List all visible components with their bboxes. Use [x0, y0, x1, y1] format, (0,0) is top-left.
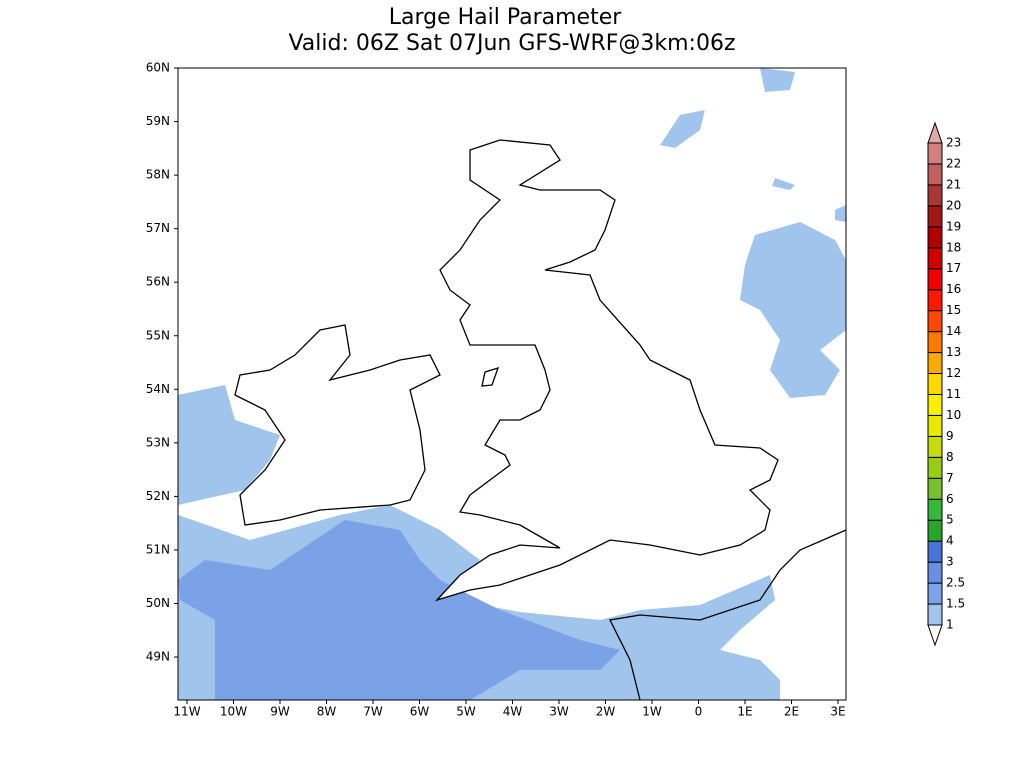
colorbar-over	[927, 121, 943, 144]
colorbar-label: 3	[946, 555, 954, 569]
colorbar-box	[927, 498, 943, 521]
longitude-label: 8W	[317, 705, 337, 719]
colorbar-label: 16	[946, 282, 961, 296]
colorbar-label: 1.5	[946, 597, 965, 611]
colorbar-box	[927, 268, 943, 291]
longitude-label: 1E	[737, 705, 752, 719]
shade-light	[740, 222, 846, 398]
colorbar-box	[927, 184, 943, 207]
map-area	[178, 68, 846, 700]
colorbar-label: 12	[946, 366, 961, 380]
longitude-label: 3W	[549, 705, 569, 719]
longitude-label: 6W	[410, 705, 430, 719]
longitude-label: 11W	[173, 705, 200, 719]
colorbar-label: 22	[946, 156, 961, 170]
longitude-label: 9W	[270, 705, 290, 719]
colorbar-box	[927, 331, 943, 354]
latitude-label: 55N	[146, 328, 170, 342]
colorbar-box	[927, 226, 943, 249]
colorbar-label: 13	[946, 345, 961, 359]
colorbar-box	[927, 373, 943, 395]
colorbar-label: 19	[946, 219, 961, 233]
longitude-label: 2E	[784, 705, 799, 719]
colorbar-box	[927, 310, 943, 333]
latitude-label: 57N	[146, 221, 170, 235]
colorbar-box	[927, 582, 943, 605]
longitude-label: 5W	[456, 705, 476, 719]
longitude-label: 1W	[642, 705, 662, 719]
latitude-label: 49N	[146, 650, 170, 664]
colorbar-box	[927, 435, 943, 458]
title-line: Large Hail Parameter	[389, 5, 623, 30]
colorbar-label: 1	[946, 618, 954, 632]
colorbar-label: 21	[946, 177, 961, 191]
colorbar-label: 14	[946, 324, 961, 338]
latitude-label: 53N	[146, 435, 170, 449]
shade-medium	[178, 520, 620, 700]
longitude-label: 3E	[830, 705, 845, 719]
colorbar-box	[927, 142, 943, 165]
latitude-label: 56N	[146, 275, 170, 289]
latitude-label: 51N	[146, 542, 170, 556]
colorbar-box	[927, 289, 943, 312]
colorbar-label: 2.5	[946, 576, 965, 590]
colorbar-box	[927, 456, 943, 479]
title-line: Valid: 06Z Sat 07Jun GFS-WRF@3km:06z	[288, 31, 735, 56]
latitude-label: 60N	[146, 61, 170, 75]
colorbar-label: 7	[946, 471, 954, 485]
colorbar-label: 9	[946, 429, 954, 443]
colorbar-label: 5	[946, 513, 954, 527]
longitude-label: 2W	[596, 705, 616, 719]
latitude-label: 59N	[146, 114, 170, 128]
shade-light	[178, 385, 280, 505]
colorbar-box	[927, 603, 943, 626]
france-coast	[609, 529, 846, 700]
shade-light	[660, 68, 846, 222]
latitude-label: 50N	[146, 596, 170, 610]
colorbar-box	[927, 163, 943, 186]
longitude-label: 10W	[220, 705, 247, 719]
colorbar-label: 18	[946, 240, 961, 254]
colorbar-label: 23	[946, 136, 961, 150]
colorbar-box	[927, 393, 943, 416]
colorbar-box	[927, 561, 943, 584]
longitude-label: 4W	[503, 705, 523, 719]
colorbar-box	[927, 540, 943, 563]
latitude-label: 52N	[146, 489, 170, 503]
colorbar-box	[927, 352, 943, 375]
latitude-label: 54N	[146, 382, 170, 396]
colorbar-under	[927, 624, 943, 647]
colorbar-box	[927, 247, 943, 270]
colorbar-box	[927, 519, 943, 542]
longitude-label: 7W	[363, 705, 383, 719]
colorbar-label: 6	[946, 492, 954, 506]
colorbar-label: 10	[946, 408, 961, 422]
colorbar-label: 4	[946, 534, 954, 548]
colorbar-label: 11	[946, 387, 961, 401]
colorbar-box	[927, 205, 943, 228]
colorbar-box	[927, 414, 943, 437]
great-britain	[434, 139, 779, 602]
longitude-label: 0	[695, 705, 703, 719]
colorbar-label: 15	[946, 303, 961, 317]
colorbar-label: 20	[946, 198, 961, 212]
isle-of-man	[481, 366, 500, 387]
colorbar-box	[927, 477, 943, 500]
colorbar-label: 8	[946, 450, 954, 464]
latitude-label: 58N	[146, 168, 170, 182]
ireland	[234, 324, 441, 526]
colorbar-label: 17	[946, 261, 961, 275]
